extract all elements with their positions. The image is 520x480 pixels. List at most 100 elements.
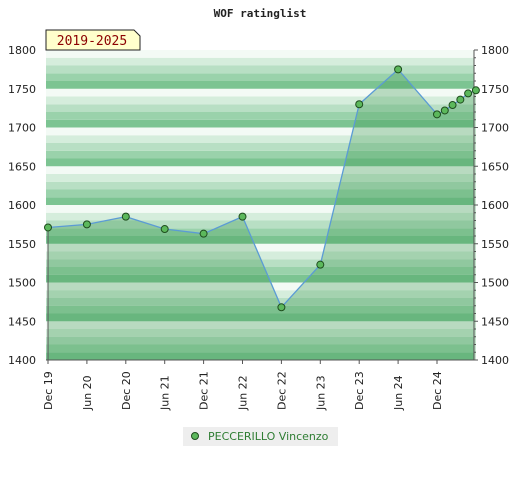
series-line [47,68,477,309]
background-band [46,344,474,353]
background-band [46,220,474,229]
background-band [46,212,474,221]
y-tick-label-left: 1800 [8,44,36,57]
background-bands [46,50,474,360]
legend-label: PECCERILLO Vincenzo [208,430,329,443]
data-point [44,223,52,232]
legend-box [183,427,338,446]
background-band [46,329,474,337]
period-badge-text: 2019-2025 [57,34,127,49]
y-tick-label-left: 1500 [8,277,36,290]
background-band [46,112,474,120]
y-tick-label-right: 1550 [481,238,509,251]
background-band [46,243,474,252]
data-point [471,86,480,95]
background-band [46,197,474,205]
background-band [46,313,474,322]
tick-labels: 1400 1400 1450 1450 1500 1500 1550 1550 1600 1600… [8,44,509,411]
period-badge-box [45,29,141,51]
x-tick-label: Dec 20 [120,371,133,410]
background-band [46,143,474,151]
data-point [456,95,465,104]
background-band [46,135,474,143]
y-tick-label-left: 1700 [8,122,36,135]
x-tick-label: Jun 23 [314,375,327,411]
background-band [46,236,474,244]
y-tick-label-right: 1400 [481,354,509,367]
background-band [46,57,474,66]
background-band [46,305,474,314]
x-tick-label: Jun 24 [392,375,405,411]
data-point [160,225,169,234]
background-band [46,274,474,283]
y-tick-label-right: 1600 [481,199,509,212]
data-point [238,212,247,221]
data-point [433,110,441,119]
data-point [355,100,364,109]
data-point [316,260,325,269]
legend-marker-icon [191,432,199,440]
background-band [46,181,474,190]
background-band [46,282,474,291]
y-tick-label-right: 1750 [481,83,509,96]
y-tick-label-right: 1450 [481,315,509,328]
area-layer [47,68,477,360]
y-tick-label-right: 1800 [481,44,509,57]
x-tick-label: Dec 23 [353,371,366,410]
y-tick-label-right: 1700 [481,122,509,135]
background-band [46,127,474,136]
background-band [46,259,474,267]
background-band [46,158,474,167]
background-band [46,298,474,306]
background-band [46,228,474,236]
y-tick-label-left: 1550 [8,238,36,251]
x-tick-label: Jun 21 [159,375,172,411]
data-point [440,106,449,115]
x-tick-label: Jun 22 [237,375,250,411]
axes [46,49,478,364]
series-area [48,69,476,360]
background-band [46,88,474,97]
background-band [46,251,474,260]
x-tick-label: Jun 20 [81,375,94,411]
background-band [46,336,474,345]
background-band [46,267,474,275]
background-band [46,189,474,198]
y-tick-label-left: 1650 [8,160,36,173]
y-tick-label-left: 1400 [8,354,36,367]
chart-title: WOF ratinglist [214,7,307,20]
background-band [46,290,474,298]
background-band [46,205,474,213]
y-tick-label-right: 1500 [481,277,509,290]
background-band [46,321,474,329]
y-tick-label-left: 1450 [8,315,36,328]
data-point [121,212,130,221]
x-tick-label: Dec 21 [198,371,211,410]
x-tick-label: Dec 19 [42,371,55,410]
background-band [46,104,474,112]
y-tick-label-right: 1650 [481,160,509,173]
x-tick-label: Dec 22 [275,371,288,410]
x-tick-label: Dec 24 [431,371,444,410]
data-point [394,65,403,74]
period-badge: 2019-2025 [45,29,141,51]
data-point [82,220,91,229]
data-marks [44,65,480,312]
y-tick-label-left: 1600 [8,199,36,212]
background-band [46,166,474,174]
legend: PECCERILLO Vincenzo [183,427,338,446]
y-tick-label-left: 1750 [8,83,36,96]
background-band [46,73,474,81]
data-point [464,89,473,98]
background-band [46,119,474,128]
background-band [46,150,474,159]
data-point [199,229,208,238]
background-band [46,352,474,360]
background-band [46,81,474,89]
background-band [46,50,474,58]
background-band [46,65,474,74]
data-point [277,303,286,312]
background-band [46,174,474,182]
